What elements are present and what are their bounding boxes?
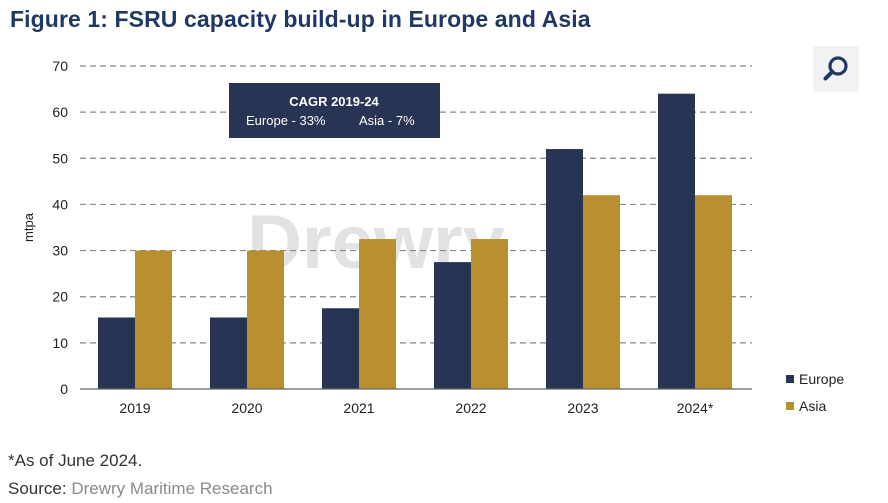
x-tick-label: 2019 [119, 400, 150, 416]
x-tick-label: 2024* [677, 400, 714, 416]
bar-asia-2019 [135, 250, 172, 389]
y-axis-title: mtpa [21, 212, 36, 242]
bar-asia-2024 [695, 195, 732, 389]
y-tick-label: 40 [52, 196, 68, 212]
x-tick-label: 2021 [343, 400, 374, 416]
bar-europe-2023 [546, 149, 583, 389]
y-tick-label: 70 [52, 58, 68, 74]
y-tick-label: 50 [52, 150, 68, 166]
y-tick-label: 10 [52, 335, 68, 351]
bar-asia-2023 [583, 195, 620, 389]
source-label: Source: [8, 479, 67, 498]
source-line: Source: Drewry Maritime Research [8, 479, 273, 499]
y-tick-label: 20 [52, 289, 68, 305]
chart-area: Drewry 010203040506070mtpa20192020202120… [0, 48, 888, 428]
legend-item-europe: Europe [786, 371, 844, 387]
footnote: *As of June 2024. [8, 451, 143, 470]
axes: 0 10 20 30 40 50 60 70 mtpa 2019 2020 2021 2022 2023 2… [21, 58, 752, 416]
x-tick-label: 2020 [231, 400, 262, 416]
bar-asia-2021 [359, 239, 396, 389]
cagr-europe: Europe - 33% [246, 113, 326, 128]
y-tick-label: 0 [60, 381, 68, 397]
cagr-annotation: CAGR 2019-24 Europe - 33% Asia - 7% [229, 83, 440, 138]
legend-label-asia: Asia [799, 398, 826, 414]
x-tick-label: 2022 [455, 400, 486, 416]
legend-item-asia: Asia [786, 398, 826, 414]
bar-europe-2020 [210, 317, 247, 389]
y-tick-label: 30 [52, 243, 68, 259]
bar-europe-2021 [322, 308, 359, 389]
source-text: Drewry Maritime Research [71, 479, 273, 498]
bar-asia-2020 [247, 250, 284, 389]
cagr-asia: Asia - 7% [359, 113, 415, 128]
bar-europe-2022 [434, 262, 471, 389]
legend: Europe Asia [786, 371, 844, 414]
page-title: Figure 1: FSRU capacity build-up in Euro… [10, 6, 591, 32]
bar-asia-2022 [471, 239, 508, 389]
x-tick-label: 2023 [567, 400, 598, 416]
bar-europe-2024 [658, 93, 695, 389]
zoom-button[interactable] [813, 46, 859, 92]
bar-europe-2019 [98, 317, 135, 389]
legend-swatch-europe [786, 375, 794, 383]
magnifier-icon [823, 56, 848, 81]
bars [98, 93, 732, 389]
legend-swatch-asia [786, 402, 794, 410]
cagr-title: CAGR 2019-24 [289, 94, 379, 109]
bar-chart: Drewry 010203040506070mtpa20192020202120… [21, 58, 844, 416]
y-tick-label: 60 [52, 104, 68, 120]
legend-label-europe: Europe [799, 371, 844, 387]
